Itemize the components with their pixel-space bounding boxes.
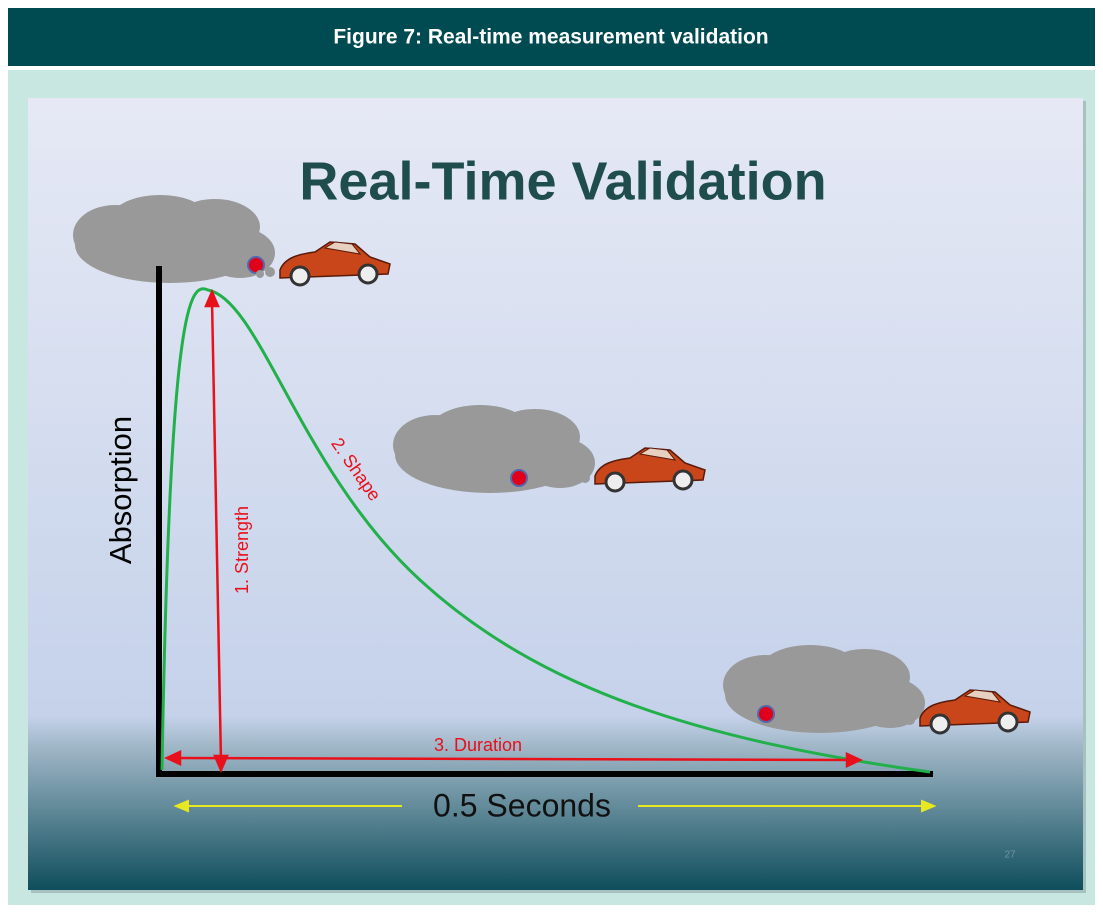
x-axis-label: 0.5 Seconds (433, 787, 611, 823)
annotation: 1. Strength (232, 506, 252, 594)
page: Figure 7: Real-time measurement validati… (0, 0, 1103, 913)
annotation: 3. Duration (434, 735, 522, 755)
y-axis-label: Absorption (103, 416, 138, 564)
dot (511, 470, 527, 486)
dot (758, 706, 774, 722)
page-number: 27 (1004, 850, 1016, 861)
header-title: Figure 7: Real-time measurement validati… (333, 26, 768, 49)
slide-title: Real-Time Validation (299, 151, 826, 211)
figure: Figure 7: Real-time measurement validati… (0, 0, 1103, 913)
cloud (393, 405, 595, 493)
cloud (73, 195, 275, 283)
cloud (723, 645, 925, 733)
